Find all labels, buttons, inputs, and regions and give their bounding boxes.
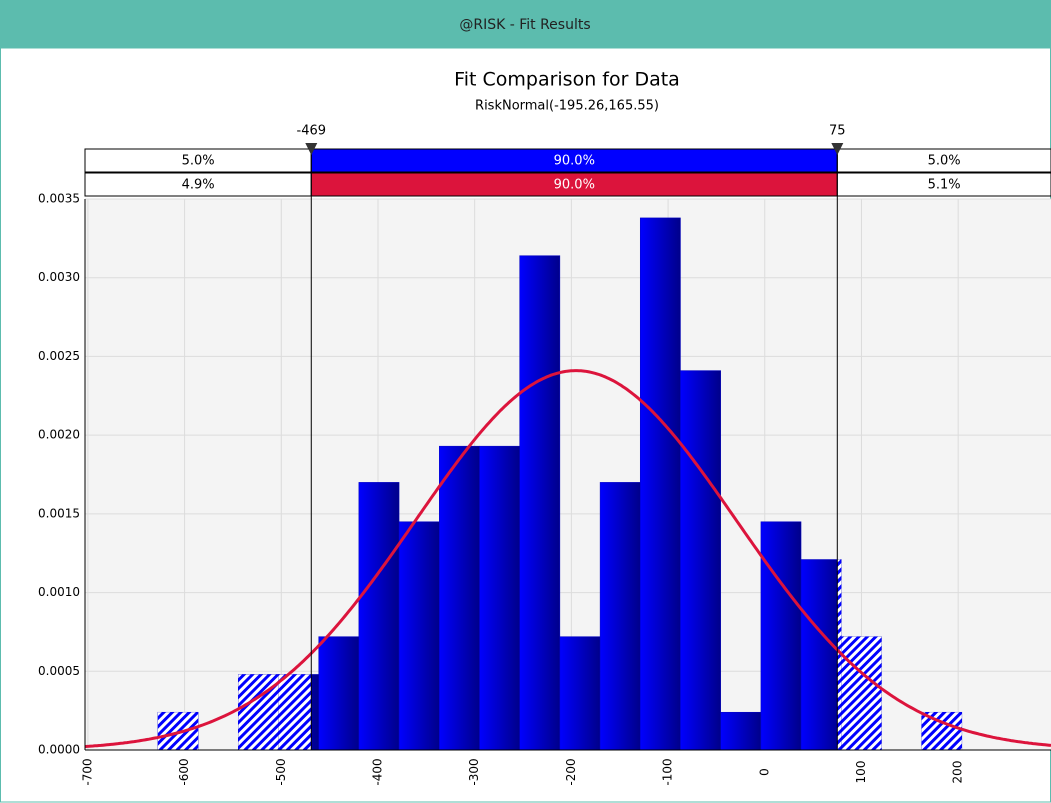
delimiter-percent: 5.0% — [928, 154, 961, 169]
y-tick-label: 0.0035 — [38, 192, 80, 206]
bar — [680, 370, 721, 751]
bar — [720, 711, 762, 751]
y-tick-label: 0.0030 — [38, 270, 80, 284]
bar-hatch — [921, 712, 962, 750]
x-tick-label: 0 — [757, 768, 771, 776]
bar-hatch — [837, 559, 842, 750]
delimiter-percent: 5.1% — [928, 178, 961, 193]
title-bar — [0, 0, 1051, 48]
bar — [318, 636, 360, 751]
bar — [479, 445, 520, 751]
x-tick-label: 200 — [951, 761, 965, 784]
delimiter-percent: 5.0% — [182, 154, 215, 169]
delimiter-label: 75 — [829, 124, 846, 139]
delimiter-handle — [305, 143, 318, 155]
bar-hatch — [841, 636, 882, 750]
x-tick-label: -300 — [467, 758, 481, 785]
bar-hatch — [278, 674, 312, 750]
x-tick-label: -200 — [564, 758, 578, 785]
bar — [559, 636, 601, 751]
x-tick-label: -500 — [274, 758, 288, 785]
delimiter-handle — [831, 143, 844, 155]
y-tick-label: 0.0000 — [38, 743, 80, 757]
bar — [398, 521, 440, 751]
delimiter-label: -469 — [297, 124, 327, 139]
bar — [760, 521, 802, 751]
bar — [639, 217, 681, 751]
y-tick-label: 0.0020 — [38, 428, 80, 442]
window-title: @RISK - Fit Results — [459, 17, 590, 33]
x-tick-label: -100 — [661, 758, 675, 785]
y-tick-label: 0.0025 — [38, 349, 80, 363]
chart-subtitle: RiskNormal(-195.26,165.55) — [475, 99, 659, 114]
bar-hatch — [157, 712, 199, 750]
x-tick-label: -400 — [370, 758, 384, 785]
chart-title: Fit Comparison for Data — [454, 69, 680, 91]
x-tick-label: -700 — [80, 758, 94, 785]
fit-curve — [84, 369, 1051, 749]
bar — [519, 255, 561, 751]
bar — [800, 559, 842, 751]
y-tick-label: 0.0005 — [38, 664, 80, 678]
y-tick-label: 0.0010 — [38, 585, 80, 599]
bar — [439, 445, 480, 751]
bar — [358, 482, 400, 751]
delimiter-percent: 4.9% — [182, 178, 215, 193]
bar — [599, 482, 641, 751]
delimiter-percent: 90.0% — [554, 178, 595, 193]
delimiter-percent: 90.0% — [554, 154, 595, 169]
y-tick-label: 0.0015 — [38, 506, 80, 520]
x-tick-label: -600 — [177, 758, 191, 785]
x-tick-label: 100 — [854, 761, 868, 784]
